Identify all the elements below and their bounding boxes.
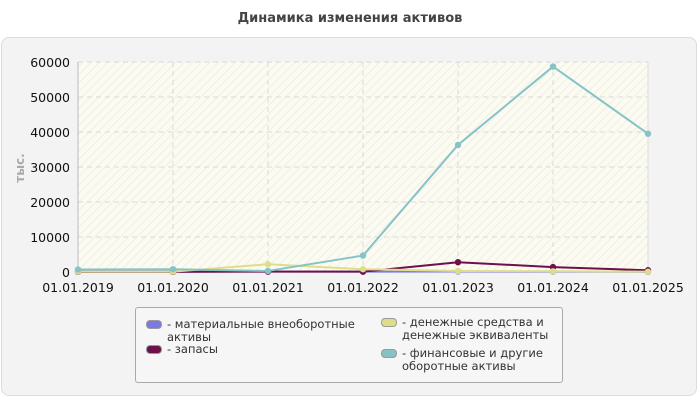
data-point	[169, 266, 177, 273]
legend-swatch-inventory	[146, 345, 162, 354]
data-point	[74, 266, 82, 273]
y-tick-label: 50000	[30, 90, 70, 105]
data-point	[454, 267, 462, 275]
legend-swatch-cash	[381, 318, 397, 327]
data-point	[549, 63, 557, 70]
x-tick-label: 01.01.2021	[232, 280, 304, 295]
x-tick-label: 01.01.2022	[327, 280, 399, 295]
y-tick-label: 10000	[30, 230, 70, 245]
data-point	[454, 259, 462, 266]
legend-swatch-tangible-assets	[146, 320, 162, 329]
data-point	[359, 266, 367, 273]
y-tick-label: 30000	[30, 160, 70, 175]
data-point	[644, 130, 652, 137]
data-point	[359, 252, 367, 259]
data-point	[644, 268, 652, 275]
x-tick-label: 01.01.2023	[422, 280, 494, 295]
x-tick-label: 01.01.2024	[517, 280, 589, 295]
legend: - материальные внеоборотные активы - зап…	[135, 307, 563, 383]
x-tick-label: 01.01.2019	[42, 280, 114, 295]
y-tick-label: 40000	[30, 125, 70, 140]
legend-swatch-financial-assets	[381, 349, 397, 358]
legend-label-inventory: - запасы	[167, 342, 218, 356]
legend-label-financial-assets: - финансовые и другие оборотные активы	[402, 346, 543, 373]
x-tick-label: 01.01.2025	[612, 280, 684, 295]
y-axis-label: тыс.	[13, 153, 27, 182]
data-point	[549, 268, 557, 275]
data-point	[454, 141, 462, 149]
data-point	[264, 267, 272, 275]
chart-title: Динамика изменения активов	[237, 11, 463, 26]
data-point	[264, 261, 272, 268]
legend-label-cash: - денежные средства и денежные эквивален…	[402, 315, 549, 342]
y-tick-label: 0	[62, 265, 70, 280]
legend-label-tangible-assets: - материальные внеоборотные активы	[167, 317, 355, 344]
x-tick-label: 01.01.2020	[137, 280, 209, 295]
y-tick-label: 20000	[30, 195, 70, 210]
y-tick-label: 60000	[30, 55, 70, 70]
